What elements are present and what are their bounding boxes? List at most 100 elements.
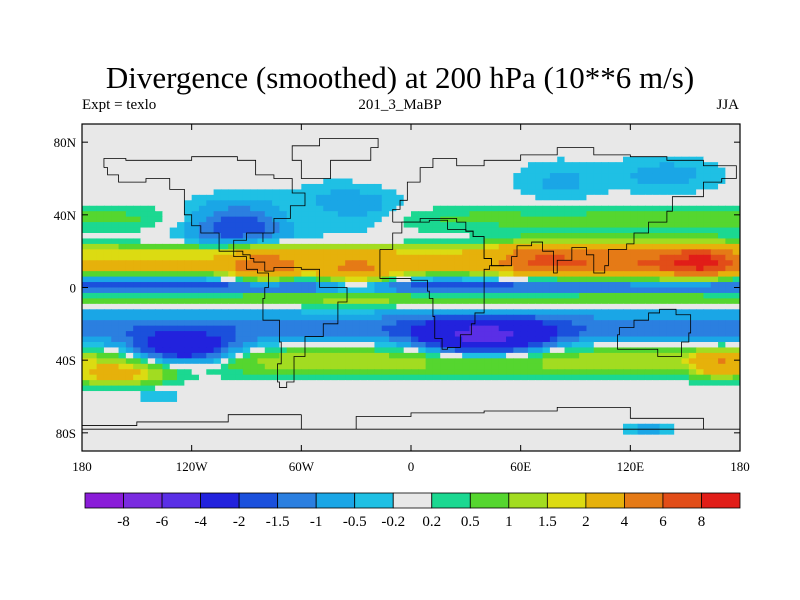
field-cell (177, 331, 185, 338)
field-cell (652, 342, 661, 349)
field-cell (374, 412, 383, 419)
field-cell (520, 418, 529, 425)
field-cell (323, 183, 332, 190)
field-cell (703, 303, 712, 310)
field-cell (374, 303, 383, 310)
field-cell (542, 200, 551, 207)
field-cell (659, 151, 668, 158)
field-cell (213, 423, 222, 430)
field-cell (637, 222, 646, 229)
field-cell (381, 401, 390, 408)
field-cell (586, 145, 595, 152)
field-cell (403, 156, 412, 163)
field-cell (89, 129, 98, 136)
field-cell (447, 298, 456, 305)
right-string: JJA (716, 97, 739, 113)
field-cell (447, 369, 456, 376)
field-cell (564, 156, 573, 163)
field-cell (454, 249, 463, 256)
field-cell (308, 254, 317, 261)
field-cell (506, 292, 514, 299)
field-cell (250, 189, 259, 196)
field-cell (491, 336, 500, 343)
field-cell (228, 336, 237, 343)
field-cell (637, 380, 646, 387)
field-cell (352, 194, 361, 201)
field-cell (140, 129, 149, 136)
field-cell (644, 162, 653, 169)
field-cell (301, 151, 310, 158)
field-cell (630, 418, 639, 425)
field-cell (184, 227, 193, 234)
field-cell (564, 254, 573, 261)
field-cell (688, 287, 697, 294)
field-cell (206, 243, 215, 250)
field-cell (535, 331, 544, 338)
chart-title: Divergence (smoothed) at 200 hPa (10**6 … (105, 60, 695, 95)
field-cell (169, 140, 178, 147)
field-cell (367, 418, 376, 425)
field-cell (111, 260, 120, 267)
field-cell (272, 124, 280, 131)
field-cell (564, 134, 573, 141)
field-cell (359, 303, 368, 310)
field-cell (557, 205, 566, 212)
field-cell (184, 216, 193, 223)
field-cell (506, 167, 514, 174)
field-cell (710, 156, 719, 163)
field-cell (506, 205, 514, 212)
field-cell (184, 151, 193, 158)
field-cell (191, 292, 200, 299)
field-cell (411, 260, 419, 267)
field-cell (440, 385, 449, 392)
field-cell (425, 396, 434, 403)
field-cell (323, 374, 332, 381)
field-cell (535, 124, 544, 131)
field-cell (549, 287, 558, 294)
field-cell (681, 189, 690, 196)
field-cell (359, 423, 368, 430)
field-cell (301, 205, 310, 212)
field-cell (264, 265, 273, 272)
field-cell (147, 200, 156, 207)
field-cell (593, 238, 602, 245)
field-cell (557, 129, 566, 136)
field-cell (615, 385, 624, 392)
field-cell (96, 167, 105, 174)
field-cell (688, 124, 697, 131)
field-cell (89, 336, 98, 343)
field-cell (323, 265, 332, 272)
field-cell (111, 243, 120, 250)
field-cell (666, 145, 675, 152)
field-cell (220, 249, 229, 256)
field-cell (703, 134, 712, 141)
field-cell (571, 287, 580, 294)
field-cell (623, 374, 631, 381)
field-cell (432, 320, 441, 327)
field-cell (498, 374, 507, 381)
field-cell (593, 292, 602, 299)
field-cell (264, 374, 273, 381)
field-cell (440, 369, 449, 376)
field-cell (491, 227, 500, 234)
field-cell (242, 151, 251, 158)
field-cell (272, 391, 280, 398)
field-cell (286, 254, 295, 261)
field-cell (557, 287, 566, 294)
field-cell (315, 407, 324, 414)
field-cell (637, 260, 646, 267)
field-cell (506, 412, 514, 419)
field-cell (710, 145, 719, 152)
field-cell (601, 401, 609, 408)
field-cell (571, 380, 580, 387)
field-cell (220, 396, 229, 403)
field-cell (147, 396, 156, 403)
field-cell (491, 358, 500, 365)
field-cell (527, 173, 536, 180)
field-cell (359, 407, 368, 414)
field-cell (337, 336, 346, 343)
field-cell (111, 200, 120, 207)
field-cell (403, 380, 412, 387)
field-cell (542, 287, 551, 294)
field-cell (315, 183, 324, 190)
